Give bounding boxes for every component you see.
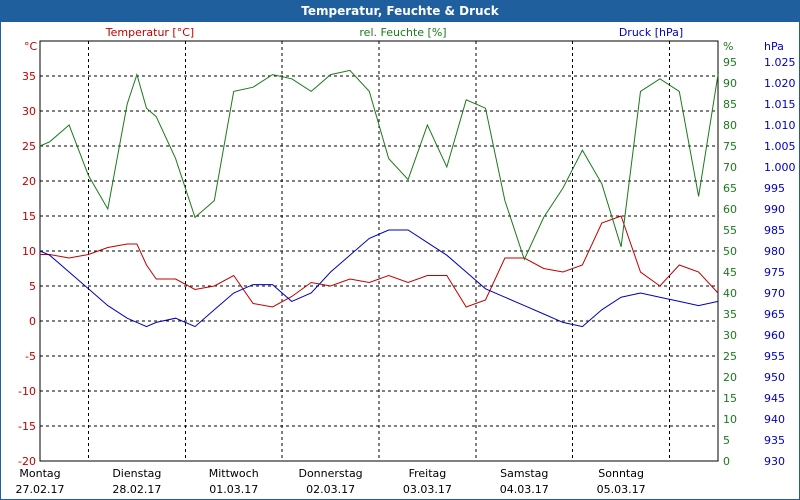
x-date-label: 05.03.17 — [597, 483, 646, 496]
humidity-tick-label: 40 — [723, 287, 737, 300]
x-day-label: Mittwoch — [209, 467, 259, 480]
x-day-label: Freitag — [409, 467, 447, 480]
humidity-tick-label: 15 — [723, 392, 737, 405]
x-date-label: 27.02.17 — [16, 483, 65, 496]
humidity-tick-label: 60 — [723, 203, 737, 216]
x-day-label: Montag — [19, 467, 60, 480]
temperature-tick-label: -20 — [18, 455, 36, 468]
temperature-tick-label: 35 — [22, 70, 36, 83]
axes: 35302520151050-5-10-15-20°C9590858075706… — [16, 26, 796, 496]
humidity-tick-label: 20 — [723, 371, 737, 384]
humidity-tick-label: 55 — [723, 224, 737, 237]
temperature-tick-label: 25 — [22, 140, 36, 153]
pressure-series-line — [39, 229, 719, 328]
humidity-tick-label: 85 — [723, 98, 737, 111]
humidity-tick-label: 50 — [723, 245, 737, 258]
x-day-label: Donnerstag — [298, 467, 362, 480]
x-date-label: 03.03.17 — [403, 483, 452, 496]
humidity-tick-label: 30 — [723, 329, 737, 342]
temperature-series-line — [40, 215, 719, 308]
humidity-tick-label: 10 — [723, 413, 737, 426]
pressure-tick-label: 960 — [764, 329, 785, 342]
x-day-label: Samstag — [500, 467, 548, 480]
temperature-tick-label: 5 — [29, 280, 36, 293]
chart-title: Temperatur, Feuchte & Druck — [1, 1, 799, 22]
pressure-tick-label: 1.010 — [764, 119, 796, 132]
pressure-tick-label: 1.020 — [764, 77, 796, 90]
x-day-label: Sonntag — [598, 467, 644, 480]
pressure-tick-label: 1.015 — [764, 98, 796, 111]
temperature-tick-label: 0 — [29, 315, 36, 328]
pressure-tick-label: 950 — [764, 371, 785, 384]
temperature-tick-label: -5 — [25, 350, 36, 363]
pressure-tick-label: 955 — [764, 350, 785, 363]
temperature-tick-label: -15 — [18, 420, 36, 433]
pressure-tick-label: 930 — [764, 455, 785, 468]
temperature-tick-label: 15 — [22, 210, 36, 223]
pressure-tick-label: 945 — [764, 392, 785, 405]
temperature-unit: °C — [24, 40, 38, 53]
humidity-tick-label: 35 — [723, 308, 737, 321]
temperature-tick-label: -10 — [18, 385, 36, 398]
series-lines — [39, 69, 719, 328]
x-date-label: 02.03.17 — [306, 483, 355, 496]
pressure-tick-label: 940 — [764, 413, 785, 426]
temperature-tick-label: 10 — [22, 245, 36, 258]
humidity-series-line — [39, 69, 719, 261]
pressure-tick-label: 995 — [764, 182, 785, 195]
humidity-axis-label: rel. Feuchte [%] — [359, 26, 446, 39]
humidity-tick-label: 75 — [723, 140, 737, 153]
pressure-tick-label: 970 — [764, 287, 785, 300]
x-day-label: Dienstag — [112, 467, 161, 480]
x-date-label: 04.03.17 — [500, 483, 549, 496]
humidity-tick-label: 5 — [723, 434, 730, 447]
pressure-tick-label: 1.005 — [764, 140, 796, 153]
humidity-tick-label: 0 — [723, 455, 730, 468]
pressure-tick-label: 990 — [764, 203, 785, 216]
humidity-tick-label: 45 — [723, 266, 737, 279]
humidity-tick-label: 25 — [723, 350, 737, 363]
x-date-label: 01.03.17 — [209, 483, 258, 496]
temperature-tick-label: 30 — [22, 105, 36, 118]
humidity-unit: % — [723, 40, 733, 53]
pressure-unit: hPa — [764, 40, 784, 53]
humidity-tick-label: 95 — [723, 56, 737, 69]
pressure-tick-label: 1.000 — [764, 161, 796, 174]
pressure-tick-label: 1.025 — [764, 56, 796, 69]
humidity-tick-label: 65 — [723, 182, 737, 195]
pressure-tick-label: 985 — [764, 224, 785, 237]
grid-lines — [40, 41, 718, 461]
humidity-tick-label: 70 — [723, 161, 737, 174]
pressure-tick-label: 975 — [764, 266, 785, 279]
x-date-label: 28.02.17 — [112, 483, 161, 496]
temperature-tick-label: 20 — [22, 175, 36, 188]
humidity-tick-label: 90 — [723, 77, 737, 90]
pressure-axis-label: Druck [hPa] — [619, 26, 683, 39]
pressure-tick-label: 980 — [764, 245, 785, 258]
temperature-axis-label: Temperatur [°C] — [105, 26, 194, 39]
pressure-tick-label: 935 — [764, 434, 785, 447]
pressure-tick-label: 965 — [764, 308, 785, 321]
humidity-tick-label: 80 — [723, 119, 737, 132]
